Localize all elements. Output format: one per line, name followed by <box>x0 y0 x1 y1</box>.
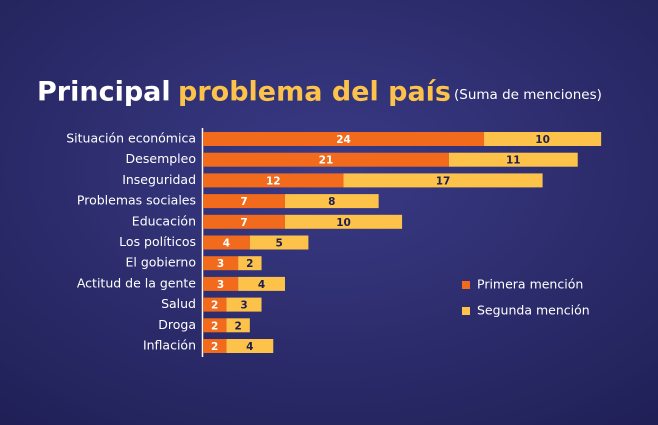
bar-segment <box>238 276 285 291</box>
value-label: 2 <box>211 300 218 312</box>
bar-segment <box>203 152 449 167</box>
bar-segment <box>203 339 227 353</box>
bar-segment <box>484 132 602 146</box>
chart-title-accent: problema del país <box>178 77 451 108</box>
bar-segment <box>284 214 403 229</box>
bar-segment <box>238 256 262 271</box>
value-label: 8 <box>328 196 335 208</box>
value-label: 4 <box>223 238 230 250</box>
category-label: Salud <box>161 296 196 311</box>
category-label: Problemas sociales <box>77 193 196 208</box>
legend-label: Segunda mención <box>477 303 590 318</box>
value-label: 3 <box>217 258 224 270</box>
chart-title: Principal <box>37 77 171 108</box>
bar-segment <box>203 194 285 209</box>
value-label: 7 <box>240 196 247 208</box>
value-label: 11 <box>506 155 521 167</box>
category-label: Situación económica <box>66 131 196 146</box>
bar-segment <box>203 235 250 250</box>
category-label: Droga <box>158 317 196 332</box>
category-label: Desempleo <box>126 151 196 166</box>
value-label: 4 <box>258 279 265 291</box>
value-label: 17 <box>436 175 451 187</box>
legend-swatch <box>462 281 470 289</box>
value-label: 10 <box>336 217 351 229</box>
category-label: Los políticos <box>119 234 196 249</box>
value-label: 12 <box>266 175 281 187</box>
category-label: Actitud de la gente <box>77 275 196 290</box>
bar-segment <box>343 173 543 188</box>
bar-segment <box>203 256 239 271</box>
value-label: 3 <box>217 279 224 291</box>
value-label: 2 <box>246 258 253 270</box>
bar-segment <box>203 297 227 312</box>
bar-segment <box>203 276 239 291</box>
chart-subtitle: (Suma de menciones) <box>454 87 602 103</box>
bar-segment <box>448 152 578 167</box>
bar-segment <box>203 318 227 333</box>
bar-segment <box>226 297 262 312</box>
bar-segment <box>249 235 309 250</box>
legend-swatch <box>462 307 470 315</box>
bar-segment <box>203 173 344 188</box>
value-label: 4 <box>246 341 253 353</box>
value-label: 24 <box>336 134 351 146</box>
bar-segment <box>284 194 379 209</box>
value-label: 3 <box>240 300 247 312</box>
value-label: 2 <box>211 320 218 332</box>
bar-segment <box>203 132 485 146</box>
bar-segment <box>226 318 250 333</box>
value-label: 2 <box>234 320 241 332</box>
category-label: Educación <box>132 213 196 228</box>
category-label: El gobierno <box>125 255 196 270</box>
value-label: 7 <box>240 217 247 229</box>
value-label: 2 <box>211 341 218 353</box>
legend-label: Primera mención <box>477 277 583 292</box>
value-label: 10 <box>535 134 550 146</box>
bar-segment <box>226 339 274 353</box>
category-label: Inflación <box>143 338 196 353</box>
category-label: Inseguridad <box>122 172 196 187</box>
bar-segment <box>203 214 285 229</box>
value-label: 5 <box>275 238 282 250</box>
value-label: 21 <box>319 155 334 167</box>
